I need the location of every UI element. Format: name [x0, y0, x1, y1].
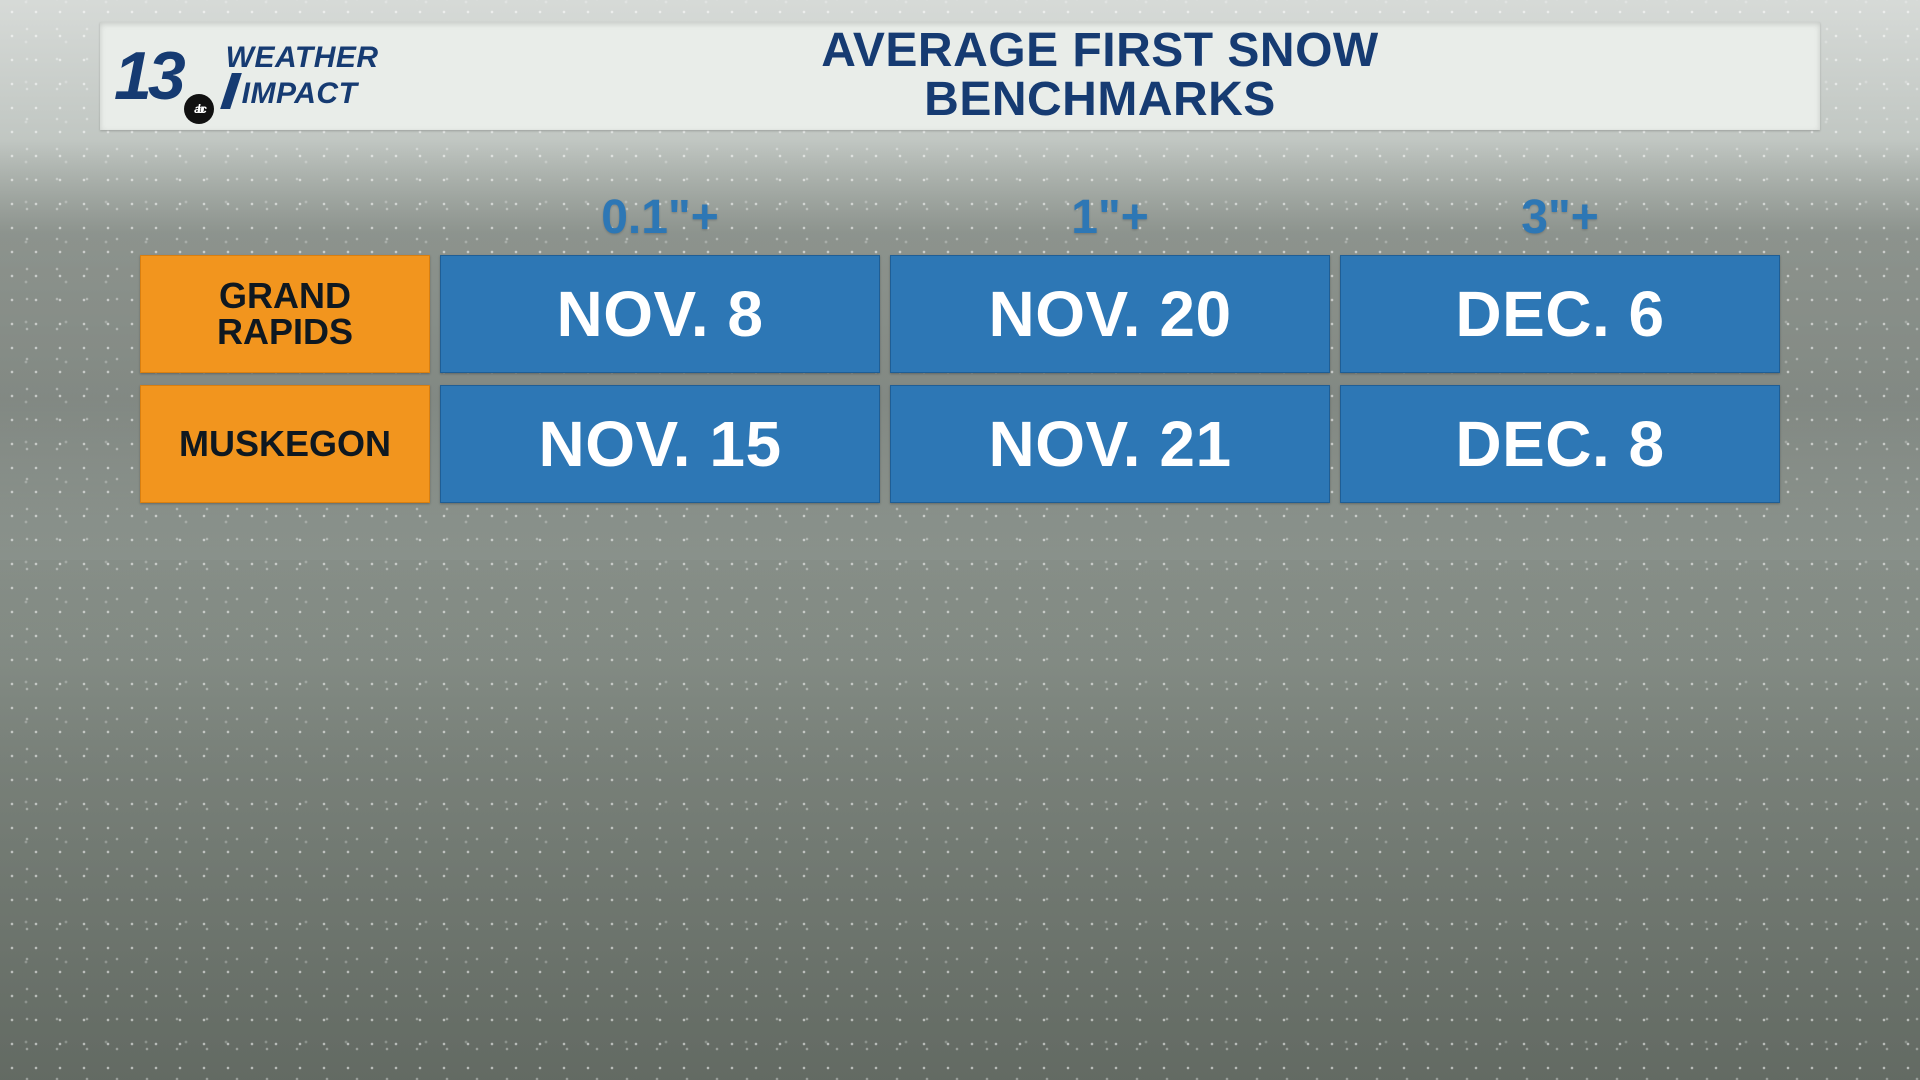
abc-network-badge: abc	[184, 94, 214, 124]
brand-line2-text: IMPACT	[242, 77, 358, 110]
channel-number-text: 13	[114, 37, 182, 115]
table-row: MUSKEGON NOV. 15 NOV. 21 DEC. 8	[140, 385, 1780, 503]
row-label-muskegon: MUSKEGON	[140, 385, 430, 503]
brand-words: WEATHER IMPACT	[226, 44, 379, 108]
title-line2: BENCHMARKS	[420, 76, 1780, 125]
row-label-grand-rapids: GRAND RAPIDS	[140, 255, 430, 373]
header-spacer	[140, 190, 430, 245]
snow-benchmarks-table: 0.1"+ 1"+ 3"+ GRAND RAPIDS NOV. 8 NOV. 2…	[140, 190, 1780, 515]
brand-slash-icon	[220, 73, 242, 109]
brand-line2: IMPACT	[226, 73, 379, 109]
title-bar: 13 abc WEATHER IMPACT AVERAGE FIRST SNOW…	[100, 22, 1820, 130]
table-row: GRAND RAPIDS NOV. 8 NOV. 20 DEC. 6	[140, 255, 1780, 373]
station-brand: 13 abc WEATHER IMPACT	[100, 22, 420, 130]
table-column-headers: 0.1"+ 1"+ 3"+	[140, 190, 1780, 245]
cell-gr-2: DEC. 6	[1340, 255, 1780, 373]
title-line1: AVERAGE FIRST SNOW	[420, 27, 1780, 76]
cell-gr-0: NOV. 8	[440, 255, 880, 373]
cell-mk-2: DEC. 8	[1340, 385, 1780, 503]
col-header-2: 3"+	[1340, 190, 1780, 245]
graphic-title: AVERAGE FIRST SNOW BENCHMARKS	[420, 27, 1820, 125]
col-header-1: 1"+	[890, 190, 1330, 245]
col-header-0: 0.1"+	[440, 190, 880, 245]
channel-number: 13 abc	[114, 37, 214, 115]
cell-mk-0: NOV. 15	[440, 385, 880, 503]
background-field	[0, 560, 1920, 1080]
brand-line1: WEATHER	[226, 44, 379, 73]
cell-gr-1: NOV. 20	[890, 255, 1330, 373]
cell-mk-1: NOV. 21	[890, 385, 1330, 503]
